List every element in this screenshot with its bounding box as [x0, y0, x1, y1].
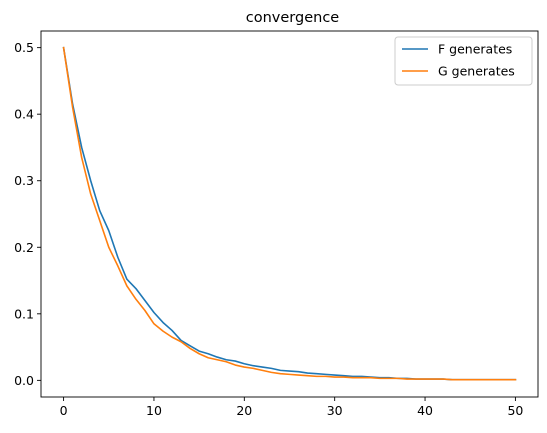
y-tick-label: 0.3: [14, 173, 34, 188]
chart-title: convergence: [246, 10, 340, 26]
y-tick-label: 0.5: [14, 40, 34, 55]
axes-layer: 0 10 20 30 40 50 0.0 0.1 0.2 0.3 0.4 0.5: [14, 30, 539, 418]
legend-label-f-generates: F generates: [438, 42, 512, 57]
x-tick-label: 0: [60, 403, 68, 418]
y-tick-label: 0.0: [14, 373, 34, 388]
legend-label-g-generates: G generates: [438, 64, 515, 79]
y-tick-label: 0.2: [14, 240, 34, 255]
x-tick-label: 20: [236, 403, 252, 418]
series-layer: [62, 46, 517, 381]
x-tick-label: 50: [507, 403, 523, 418]
legend: F generates G generates: [394, 36, 533, 86]
x-tick-label: 40: [417, 403, 433, 418]
x-tick-label: 10: [146, 403, 162, 418]
x-tick-label: 30: [327, 403, 343, 418]
y-tick-label: 0.4: [14, 107, 34, 122]
y-tick-label: 0.1: [14, 306, 34, 321]
plot-frame: [40, 30, 539, 398]
legend-box: [394, 36, 533, 86]
series-line-g-generates: [62, 46, 517, 381]
